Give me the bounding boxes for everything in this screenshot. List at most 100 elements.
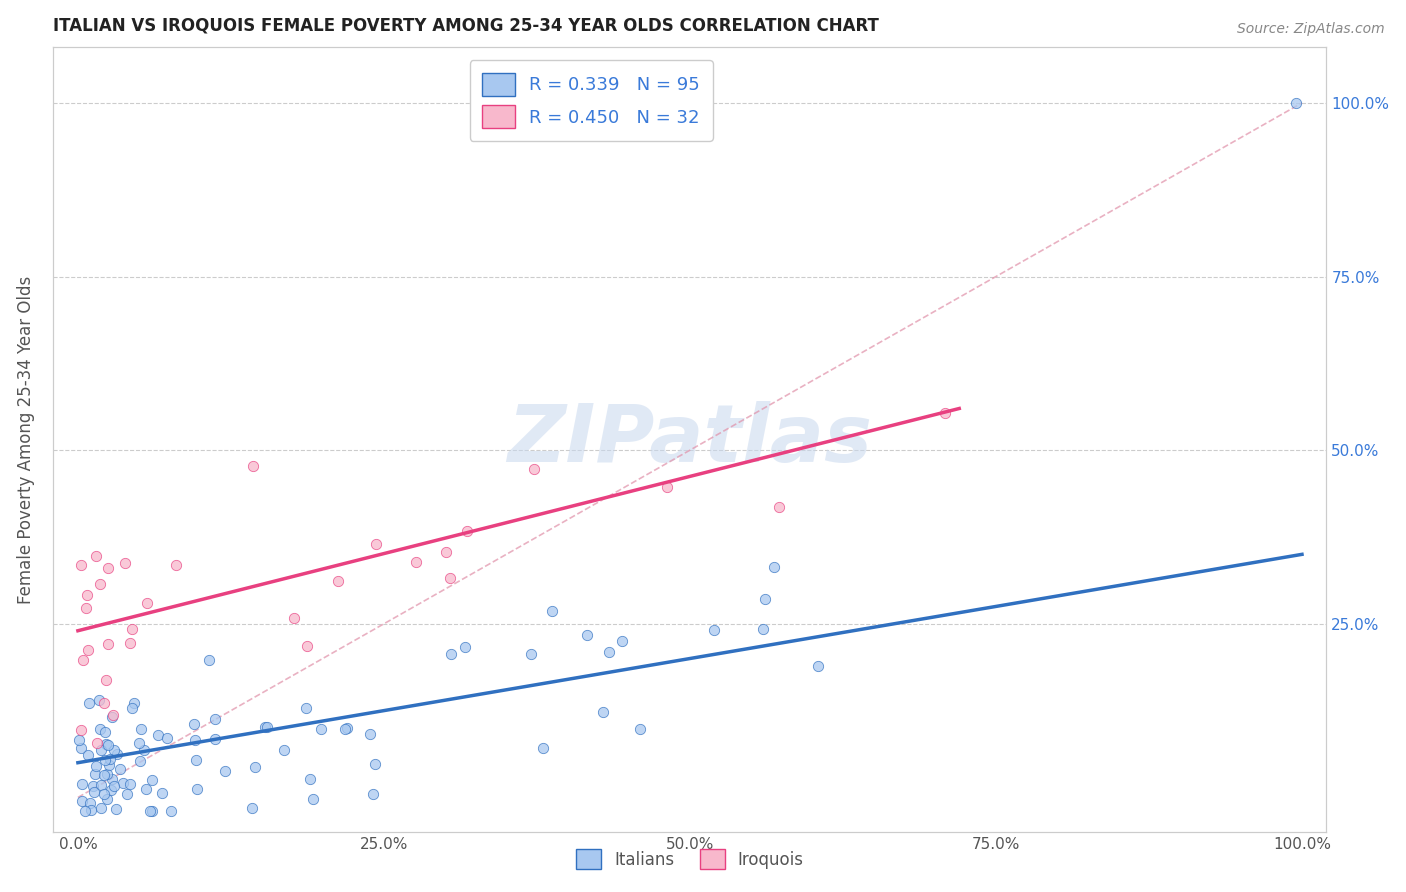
Point <box>136 596 159 610</box>
Point <box>807 658 830 673</box>
Point <box>100 783 122 797</box>
Point <box>93 696 115 710</box>
Point <box>333 722 356 736</box>
Point <box>359 727 381 741</box>
Point <box>150 786 173 800</box>
Point <box>186 782 208 797</box>
Point <box>934 406 956 420</box>
Point <box>94 724 117 739</box>
Point <box>89 693 111 707</box>
Point <box>94 673 117 688</box>
Point <box>93 787 115 801</box>
Text: ZIPatlas: ZIPatlas <box>508 401 873 479</box>
Point <box>70 777 93 791</box>
Point <box>111 776 134 790</box>
Point <box>132 743 155 757</box>
Point <box>439 571 461 585</box>
Point <box>103 743 125 757</box>
Point <box>90 801 112 815</box>
Point <box>101 710 124 724</box>
Point <box>76 747 98 762</box>
Legend: Italians, Iroquois: Italians, Iroquois <box>562 836 817 883</box>
Text: Source: ZipAtlas.com: Source: ZipAtlas.com <box>1237 22 1385 37</box>
Point <box>86 736 108 750</box>
Point <box>434 545 457 559</box>
Point <box>520 647 543 661</box>
Point <box>204 712 226 726</box>
Point <box>754 592 776 607</box>
Point <box>96 767 118 781</box>
Point <box>103 779 125 793</box>
Point <box>84 549 107 563</box>
Point <box>243 760 266 774</box>
Point <box>77 696 100 710</box>
Point <box>114 556 136 570</box>
Point <box>183 717 205 731</box>
Point <box>405 555 427 569</box>
Point <box>301 792 323 806</box>
Point <box>83 785 105 799</box>
Point <box>97 757 120 772</box>
Point <box>138 805 160 819</box>
Point <box>77 643 100 657</box>
Point <box>298 772 321 786</box>
Point <box>541 603 564 617</box>
Point <box>454 640 477 654</box>
Point <box>120 777 142 791</box>
Point <box>135 781 157 796</box>
Point <box>94 738 117 752</box>
Point <box>118 636 141 650</box>
Point <box>214 764 236 779</box>
Point <box>82 780 104 794</box>
Point <box>165 558 187 573</box>
Point <box>97 738 120 752</box>
Point <box>1285 95 1308 110</box>
Point <box>256 720 278 734</box>
Point <box>67 733 90 747</box>
Point <box>156 731 179 745</box>
Point <box>90 743 112 757</box>
Point <box>295 639 318 653</box>
Point <box>576 628 599 642</box>
Point <box>97 561 120 575</box>
Point <box>104 802 127 816</box>
Point <box>122 697 145 711</box>
Point <box>336 722 359 736</box>
Point <box>768 500 790 514</box>
Point <box>762 559 785 574</box>
Y-axis label: Female Poverty Among 25-34 Year Olds: Female Poverty Among 25-34 Year Olds <box>17 276 35 604</box>
Point <box>456 524 478 538</box>
Point <box>283 611 305 625</box>
Point <box>121 622 143 636</box>
Point <box>253 721 276 735</box>
Point <box>98 752 121 766</box>
Point <box>295 701 318 715</box>
Point <box>628 723 651 737</box>
Point <box>328 574 350 589</box>
Point <box>523 462 546 476</box>
Text: ITALIAN VS IROQUOIS FEMALE POVERTY AMONG 25-34 YEAR OLDS CORRELATION CHART: ITALIAN VS IROQUOIS FEMALE POVERTY AMONG… <box>53 17 879 35</box>
Point <box>198 653 221 667</box>
Point <box>96 791 118 805</box>
Point <box>129 722 152 736</box>
Point <box>141 805 163 819</box>
Point <box>86 759 108 773</box>
Point <box>76 589 98 603</box>
Point <box>75 600 97 615</box>
Point <box>103 708 125 723</box>
Point <box>366 537 388 551</box>
Point <box>70 740 93 755</box>
Point <box>73 805 96 819</box>
Point <box>655 480 678 494</box>
Point <box>93 768 115 782</box>
Point <box>598 645 620 659</box>
Point <box>90 778 112 792</box>
Point <box>440 647 463 661</box>
Point <box>703 623 725 637</box>
Point <box>273 742 295 756</box>
Point <box>184 733 207 747</box>
Point <box>97 637 120 651</box>
Point <box>70 794 93 808</box>
Point <box>592 705 614 719</box>
Point <box>70 558 93 572</box>
